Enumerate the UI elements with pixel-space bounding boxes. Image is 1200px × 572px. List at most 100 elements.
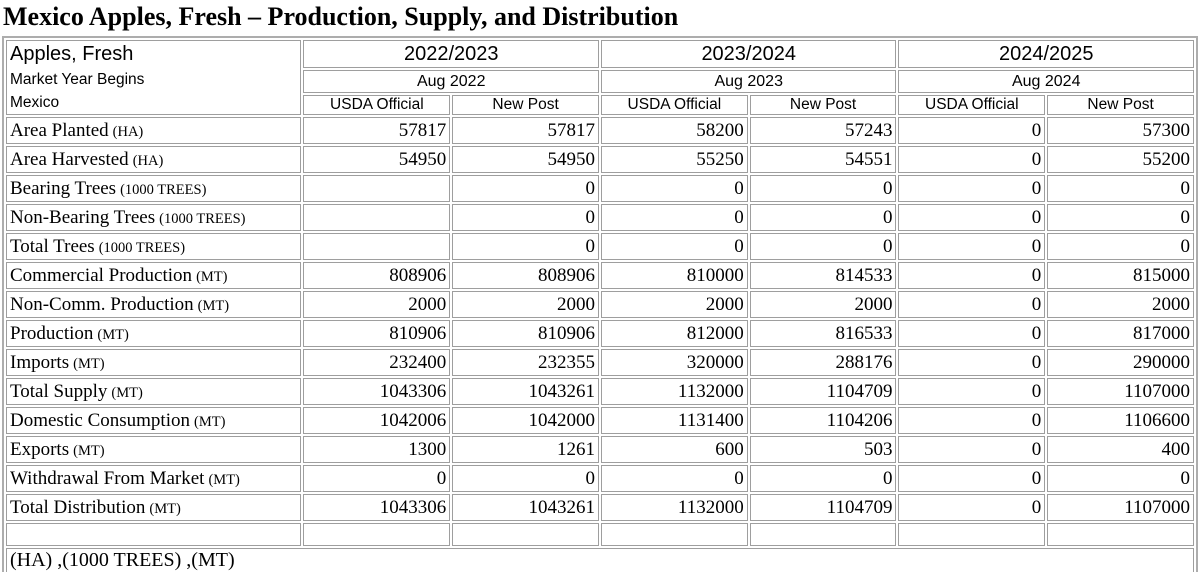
value-cell: 1043261: [452, 494, 599, 521]
value-cell: 0: [749, 465, 897, 492]
table-row: Imports (MT) 232400 232355 320000 288176 …: [6, 349, 1194, 376]
row-label-cell: Area Planted (HA): [6, 117, 302, 144]
value-cell: 816533: [749, 320, 897, 347]
value-cell: 57817: [452, 117, 599, 144]
row-unit: (MT): [197, 297, 230, 314]
row-label-cell: Total Supply (MT): [6, 378, 302, 405]
page-title: Mexico Apples, Fresh – Production, Suppl…: [3, 2, 679, 31]
value-cell: 288176: [749, 349, 897, 376]
value-cell: 0: [898, 407, 1046, 434]
value-cell: 0: [898, 436, 1046, 463]
month-header-aug-2024: Aug 2024: [898, 70, 1194, 93]
empty-cell: [749, 523, 897, 546]
table-body: Area Planted (HA) 57817 57817 58200 57243…: [6, 117, 1194, 521]
row-label: Total Trees: [10, 235, 95, 257]
value-cell: 815000: [1047, 262, 1194, 289]
source-header-row: USDA Official New Post USDA Official New…: [6, 94, 1194, 115]
empty-cell: [898, 523, 1046, 546]
row-label-cell: Withdrawal From Market (MT): [6, 465, 302, 492]
table-row: Domestic Consumption (MT) 1042006 1042000…: [6, 407, 1194, 434]
row-unit: (HA): [112, 123, 144, 140]
value-cell: 0: [452, 204, 599, 231]
value-cell: 1106600: [1047, 407, 1194, 434]
value-cell: 0: [1047, 465, 1194, 492]
value-cell: 810906: [303, 320, 451, 347]
value-cell: 0: [898, 175, 1046, 202]
value-cell: 808906: [452, 262, 599, 289]
row-unit: (1000 TREES): [120, 181, 207, 198]
value-cell: 503: [749, 436, 897, 463]
value-cell: 1107000: [1047, 378, 1194, 405]
value-cell: 57817: [303, 117, 451, 144]
row-label-cell: Total Distribution (MT): [6, 494, 302, 521]
table-row: Commercial Production (MT) 808906 808906 …: [6, 262, 1194, 289]
value-cell: 1104206: [749, 407, 897, 434]
value-cell: 1104709: [749, 494, 897, 521]
row-label: Total Supply: [10, 380, 108, 402]
row-label-cell: Total Trees (1000 TREES): [6, 233, 302, 260]
column-header-usda-official: USDA Official: [303, 94, 451, 115]
row-label-cell: Imports (MT): [6, 349, 302, 376]
row-unit: (1000 TREES): [159, 210, 246, 227]
value-cell: 0: [898, 233, 1046, 260]
row-unit: (MT): [193, 413, 226, 430]
row-unit: (MT): [73, 442, 105, 459]
table-row: Withdrawal From Market (MT) 0 0 0 0 0 0: [6, 465, 1194, 492]
value-cell: 2000: [749, 291, 897, 318]
table-row: Non-Comm. Production (MT) 2000 2000 2000 …: [6, 291, 1194, 318]
value-cell: 55250: [600, 146, 748, 173]
value-cell: 1043261: [452, 378, 599, 405]
value-cell: 0: [452, 233, 599, 260]
row-label: Area Harvested: [10, 148, 129, 170]
row-unit: (MT): [111, 384, 143, 401]
table-row: Exports (MT) 1300 1261 600 503 0 400: [6, 436, 1194, 463]
row-label: Bearing Trees: [10, 177, 117, 199]
empty-cell: [303, 523, 451, 546]
year-header-2024-2025: 2024/2025: [898, 40, 1194, 69]
row-label: Withdrawal From Market: [10, 467, 205, 489]
value-cell: 0: [898, 204, 1046, 231]
value-cell: [303, 204, 451, 231]
value-cell: 600: [600, 436, 748, 463]
value-cell: 0: [1047, 204, 1194, 231]
value-cell: 0: [600, 465, 748, 492]
value-cell: 1132000: [600, 378, 748, 405]
value-cell: [303, 233, 451, 260]
empty-cell: [1047, 523, 1194, 546]
value-cell: 54950: [303, 146, 451, 173]
column-header-new-post: New Post: [1047, 94, 1194, 115]
value-cell: 0: [898, 378, 1046, 405]
column-header-new-post: New Post: [452, 94, 599, 115]
row-label-cell: Non-Bearing Trees (1000 TREES): [6, 204, 302, 231]
row-label: Exports: [10, 438, 70, 460]
value-cell: 1300: [303, 436, 451, 463]
value-cell: 0: [303, 465, 451, 492]
value-cell: 817000: [1047, 320, 1194, 347]
value-cell: 0: [600, 204, 748, 231]
value-cell: 54551: [749, 146, 897, 173]
row-label: Commercial Production: [10, 264, 193, 286]
empty-cell: [6, 523, 302, 546]
value-cell: 57243: [749, 117, 897, 144]
row-unit: (MT): [149, 500, 181, 517]
footer-row: (HA) ,(1000 TREES) ,(MT): [6, 548, 1194, 572]
row-label: Domestic Consumption: [10, 409, 190, 431]
row-label: Total Distribution: [10, 496, 146, 518]
column-header-usda-official: USDA Official: [600, 94, 748, 115]
value-cell: 810906: [452, 320, 599, 347]
value-cell: 0: [1047, 175, 1194, 202]
value-cell: 1261: [452, 436, 599, 463]
value-cell: 320000: [600, 349, 748, 376]
psd-table: Apples, Fresh Market Year Begins Mexico …: [2, 36, 1198, 572]
value-cell: 0: [898, 494, 1046, 521]
table-row: Non-Bearing Trees (1000 TREES) 0 0 0 0 0: [6, 204, 1194, 231]
value-cell: 0: [749, 204, 897, 231]
value-cell: 812000: [600, 320, 748, 347]
value-cell: 0: [898, 117, 1046, 144]
corner-cell: Apples, Fresh Market Year Begins Mexico: [6, 40, 302, 115]
column-header-usda-official: USDA Official: [898, 94, 1046, 115]
row-label: Imports: [10, 351, 70, 373]
units-footnote: (HA) ,(1000 TREES) ,(MT): [6, 548, 1194, 572]
table-header: Apples, Fresh Market Year Begins Mexico …: [6, 40, 1194, 115]
row-label: Non-Comm. Production: [10, 293, 194, 315]
